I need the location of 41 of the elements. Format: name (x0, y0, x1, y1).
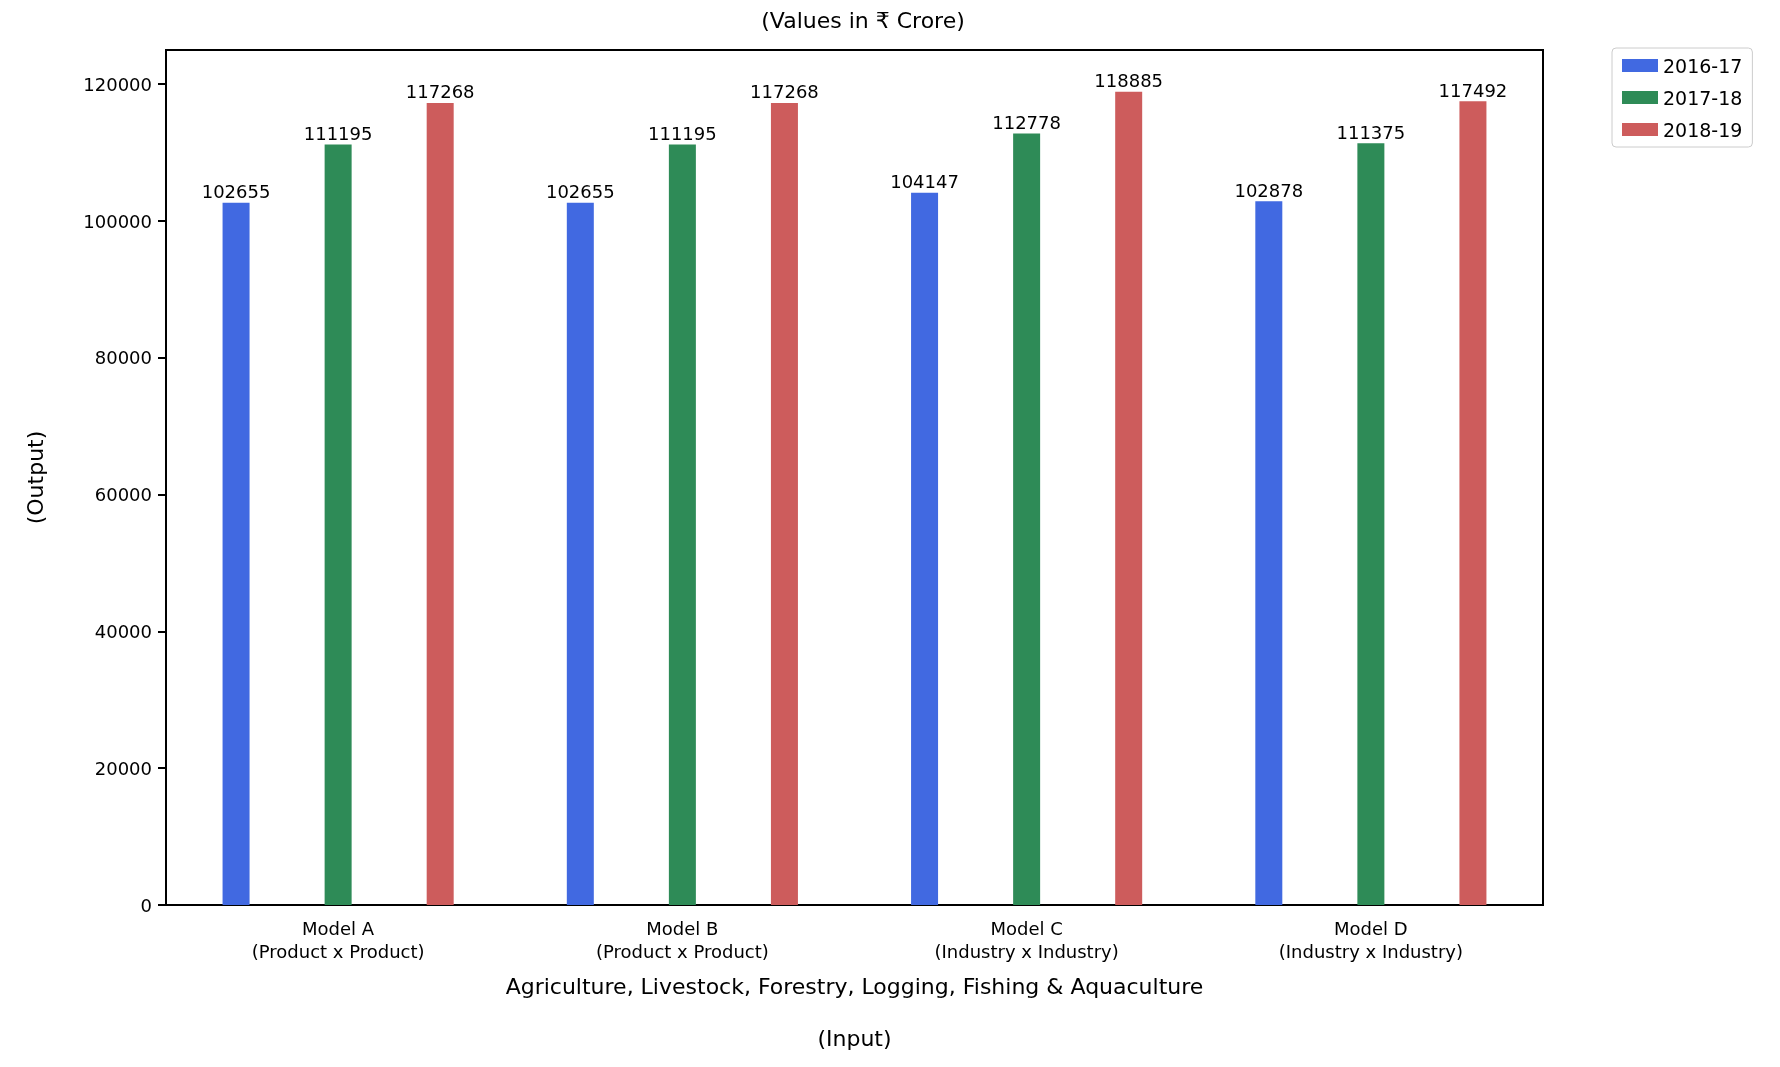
data-label: 117492 (1438, 79, 1508, 101)
data-label: 111195 (303, 122, 373, 144)
data-label: 111195 (648, 122, 717, 144)
bar (1115, 91, 1143, 905)
bar (668, 144, 696, 905)
y-tick-label: 80000 (94, 347, 152, 369)
bar (1255, 201, 1283, 905)
bar (1459, 101, 1487, 905)
y-tick-label: 40000 (94, 620, 152, 642)
bar (1013, 133, 1041, 905)
bar (770, 102, 798, 905)
y-tick-label: 100000 (83, 210, 152, 232)
legend-label: 2018-19 (1663, 118, 1743, 141)
y-tick-label: 120000 (83, 73, 152, 95)
data-label: 117268 (405, 81, 475, 103)
data-label: 111375 (1336, 121, 1406, 143)
bar (324, 144, 352, 905)
y-axis-title: (Output) (22, 430, 48, 525)
x-tick-label: Model A (Product x Product) (251, 918, 425, 962)
text: Agriculture, Livestock, Forestry, Logging, Fishing & Aquaculture (Input) (505, 973, 1204, 1051)
x-tick-label: Model B (Product x Product) (595, 918, 769, 962)
y-tick-label: 0 (140, 894, 152, 916)
y-tick-label: 60000 (94, 484, 152, 506)
bar (1357, 143, 1385, 905)
chart-title: (Values in ₹ Crore) (761, 7, 965, 33)
data-label: 118885 (1094, 70, 1164, 92)
data-label: 117268 (750, 81, 819, 103)
x-tick-label: Model D (Industry x Industry) (1278, 918, 1463, 962)
legend-label: 2017-18 (1663, 86, 1743, 109)
bar (911, 192, 939, 905)
data-label: 104147 (890, 171, 959, 193)
bar (222, 202, 250, 905)
y-tick-label: 20000 (94, 757, 152, 779)
data-label: 112778 (992, 112, 1061, 134)
bar (426, 102, 454, 905)
data-label: 102655 (201, 181, 271, 203)
bar (566, 202, 594, 905)
data-label: 102655 (545, 181, 615, 203)
legend-label: 2016-17 (1663, 54, 1743, 77)
data-label: 102878 (1234, 179, 1304, 201)
x-tick-label: Model C (Industry x Industry) (934, 918, 1119, 962)
